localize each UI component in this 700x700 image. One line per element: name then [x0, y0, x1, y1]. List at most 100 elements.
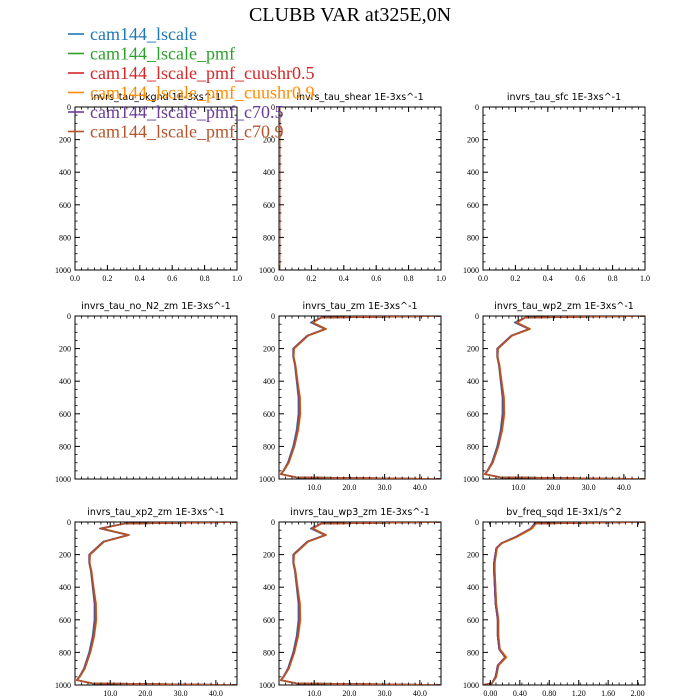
- series-line-cam144_lscale_pmf_cuushr0.9: [76, 522, 237, 685]
- x-tick-label: 40.0: [617, 483, 631, 492]
- y-tick-label: 400: [59, 583, 71, 592]
- y-tick-label: 800: [59, 233, 71, 242]
- series-line-cam144_lscale: [483, 522, 645, 685]
- x-tick-label: 2.00: [631, 689, 645, 698]
- y-tick-label: 800: [263, 442, 275, 451]
- y-tick-label: 600: [263, 616, 275, 625]
- panel-7: invrs_tau_wp3_zm 1E-3xs^-1 0 200 400 600 800 1…: [259, 507, 442, 698]
- panel-3: invrs_tau_no_N2_zm 1E-3xs^-1 0 200 400 600 80…: [55, 301, 238, 484]
- x-tick-label: 10.0: [511, 483, 525, 492]
- x-tick-label: 0.40: [513, 689, 527, 698]
- series-line-cam144_lscale_pmf_cuushr0.5: [76, 522, 237, 685]
- y-tick-label: 400: [263, 168, 275, 177]
- x-tick-label: 0.4: [543, 274, 553, 283]
- panel-1: invrs_tau_shear 1E-3xs^-1 0 200 400 600 800 10…: [259, 92, 446, 283]
- x-tick-label: 0.4: [339, 274, 349, 283]
- y-tick-label: 1000: [463, 266, 479, 275]
- y-tick-label: 600: [263, 201, 275, 210]
- panel-0: invrs_tau_bkgnd 1E-3xs^-1 0 200 400 600 800 10…: [55, 92, 242, 283]
- panel-8: bv_freq_sqd 1E-3x1/s^2 0 200 400 600 800 1000 0…: [463, 507, 646, 698]
- series-line-cam144_lscale_pmf_cuushr0.5: [279, 522, 441, 685]
- y-tick-label: 200: [59, 136, 71, 145]
- series-group: [279, 316, 441, 479]
- plot-frame: [74, 315, 238, 480]
- y-tick-label: 200: [263, 551, 275, 560]
- series-group: [279, 522, 441, 685]
- x-tick-label: 10.0: [307, 689, 321, 698]
- y-tick-label: 200: [467, 551, 479, 560]
- series-group: [483, 522, 645, 685]
- y-tick-label: 400: [263, 583, 275, 592]
- legend-entry: cam144_lscale_pmf_cuushr0.9: [90, 83, 314, 103]
- series-line-cam144_lscale: [279, 522, 441, 685]
- panel-2: invrs_tau_sfc 1E-3xs^-1 0 200 400 600 800 1000…: [463, 92, 650, 283]
- x-tick-label: 0.0: [274, 274, 284, 283]
- y-tick-label: 1000: [463, 681, 479, 690]
- x-tick-label: 0.6: [167, 274, 177, 283]
- y-tick-label: 1000: [55, 266, 71, 275]
- y-tick-label: 400: [467, 377, 479, 386]
- series-line-cam144_lscale_pmf_c70.9: [76, 522, 237, 685]
- plot-frame: [278, 106, 442, 271]
- series-line-cam144_lscale_pmf: [279, 316, 441, 479]
- series-line-cam144_lscale_pmf_c70.5: [279, 522, 441, 685]
- x-tick-label: 0.0: [70, 274, 80, 283]
- y-tick-label: 1000: [55, 681, 71, 690]
- y-tick-label: 400: [263, 377, 275, 386]
- panel-title: bv_freq_sqd 1E-3x1/s^2: [506, 507, 621, 518]
- y-tick-label: 400: [467, 168, 479, 177]
- x-tick-label: 10.0: [307, 483, 321, 492]
- legend: cam144_lscalecam144_lscale_pmfcam144_lsc…: [68, 24, 314, 142]
- y-tick-label: 0: [475, 103, 479, 112]
- y-tick-label: 800: [59, 442, 71, 451]
- y-tick-label: 0: [475, 312, 479, 321]
- panel-title: invrs_tau_no_N2_zm 1E-3xs^-1: [81, 301, 230, 312]
- y-tick-label: 1000: [55, 475, 71, 484]
- legend-entry: cam144_lscale: [90, 24, 197, 44]
- y-tick-label: 0: [271, 518, 275, 527]
- y-tick-label: 600: [59, 616, 71, 625]
- x-tick-label: 0.2: [510, 274, 520, 283]
- y-tick-label: 200: [263, 345, 275, 354]
- plot-frame: [482, 521, 646, 686]
- legend-entry: cam144_lscale_pmf_cuushr0.5: [90, 63, 314, 83]
- y-tick-label: 0: [475, 518, 479, 527]
- y-tick-label: 600: [467, 616, 479, 625]
- x-tick-label: 0.8: [200, 274, 210, 283]
- x-tick-label: 0.6: [371, 274, 381, 283]
- y-tick-label: 0: [67, 103, 71, 112]
- x-tick-label: 20.0: [546, 483, 560, 492]
- y-tick-label: 600: [59, 201, 71, 210]
- x-tick-label: 20.0: [138, 689, 152, 698]
- x-tick-label: 1.20: [572, 689, 586, 698]
- x-tick-label: 1.0: [232, 274, 242, 283]
- series-line-cam144_lscale: [483, 316, 645, 479]
- series-line-cam144_lscale_pmf_c70.5: [279, 316, 441, 479]
- y-tick-label: 0: [67, 518, 71, 527]
- legend-entry: cam144_lscale_pmf_c70.5: [90, 102, 283, 122]
- y-tick-label: 1000: [259, 681, 275, 690]
- series-line-cam144_lscale_pmf_c70.9: [279, 316, 441, 479]
- x-tick-label: 0.6: [575, 274, 585, 283]
- y-tick-label: 400: [59, 168, 71, 177]
- series-line-cam144_lscale_pmf: [483, 522, 645, 685]
- series-line-cam144_lscale_pmf_cuushr0.9: [279, 316, 441, 479]
- panel-5: invrs_tau_wp2_zm 1E-3xs^-1 0 200 400 600 800 1…: [463, 301, 646, 492]
- series-line-cam144_lscale_pmf_c70.5: [483, 522, 645, 685]
- figure-title: CLUBB VAR at325E,0N: [249, 4, 451, 26]
- y-tick-label: 400: [467, 583, 479, 592]
- panel-title: invrs_tau_zm 1E-3xs^-1: [303, 301, 418, 312]
- series-line-cam144_lscale: [279, 316, 441, 479]
- x-tick-label: 10.0: [103, 689, 117, 698]
- x-tick-label: 0.0: [478, 274, 488, 283]
- series-line-cam144_lscale_pmf_cuushr0.9: [279, 522, 441, 685]
- panel-title: invrs_tau_wp3_zm 1E-3xs^-1: [290, 507, 430, 518]
- y-tick-label: 600: [467, 201, 479, 210]
- x-tick-label: 0.4: [135, 274, 145, 283]
- plot-frame: [482, 106, 646, 271]
- series-line-cam144_lscale_pmf: [76, 522, 237, 685]
- panel-title: invrs_tau_sfc 1E-3xs^-1: [507, 92, 621, 103]
- series-line-cam144_lscale_pmf_cuushr0.5: [279, 316, 441, 479]
- y-tick-label: 800: [263, 648, 275, 657]
- y-tick-label: 600: [467, 410, 479, 419]
